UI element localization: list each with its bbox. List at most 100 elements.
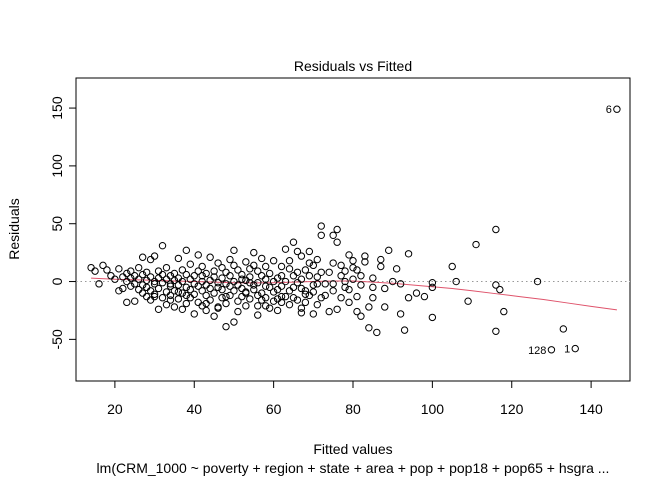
data-point [254, 302, 262, 310]
data-point [234, 307, 242, 316]
data-point [261, 262, 270, 271]
data-point [385, 246, 393, 255]
data-point [273, 295, 282, 303]
data-point [123, 298, 131, 307]
data-point [170, 303, 179, 311]
data-point [305, 272, 314, 280]
data-point [369, 283, 377, 292]
data-point [230, 277, 238, 286]
data-point [269, 288, 278, 296]
data-point [150, 292, 159, 301]
y-axis-label: Residuals [6, 198, 22, 259]
data-point [297, 309, 306, 317]
data-point [571, 344, 579, 353]
data-point [170, 287, 179, 295]
data-point [297, 304, 306, 312]
data-point [396, 310, 405, 318]
data-point [162, 300, 171, 309]
data-point [337, 294, 345, 302]
data-point [254, 291, 262, 300]
data-point [230, 287, 238, 295]
data-point [297, 252, 306, 260]
data-point [198, 287, 206, 295]
data-point [198, 302, 206, 310]
data-point [138, 281, 147, 289]
data-point [127, 282, 135, 290]
data-point [166, 282, 175, 290]
data-point [258, 254, 266, 263]
data-point [166, 280, 175, 288]
data-point [293, 247, 302, 256]
data-point [381, 303, 389, 311]
data-point [349, 257, 357, 265]
data-point [281, 277, 290, 286]
data-point [178, 305, 187, 313]
data-point [337, 272, 345, 280]
data-point [146, 296, 155, 304]
data-point [301, 290, 310, 298]
data-point [198, 262, 206, 271]
x-axis: 20 40 60 80 100 120 140 [107, 380, 603, 417]
data-point [222, 299, 230, 308]
data-point [202, 281, 210, 289]
data-point [226, 282, 234, 290]
x-tick-label: 80 [345, 401, 361, 417]
data-point [273, 285, 282, 294]
data-point [269, 297, 278, 305]
data-point [119, 273, 127, 281]
data-point [186, 285, 194, 294]
data-point [313, 255, 321, 264]
data-point [218, 263, 226, 272]
data-point [369, 294, 377, 302]
data-point [325, 268, 333, 276]
data-point [277, 292, 286, 301]
data-point [325, 307, 333, 316]
data-point [107, 272, 115, 280]
data-point [242, 258, 250, 266]
outlier-label: 128 [528, 345, 546, 357]
data-point [142, 276, 151, 285]
data-point [365, 324, 373, 332]
data-point [353, 266, 361, 274]
data-point [158, 270, 167, 279]
data-point [238, 275, 246, 283]
data-point [222, 268, 230, 276]
data-point [265, 283, 274, 292]
data-point [87, 263, 95, 272]
data-point [138, 270, 147, 279]
data-point [285, 257, 294, 265]
outlier-label: 6 [606, 104, 612, 116]
data-point [234, 266, 242, 274]
x-tick-label: 100 [421, 401, 445, 417]
data-point [178, 289, 187, 297]
y-tick-label: 0 [49, 277, 65, 285]
data-point [242, 289, 250, 297]
data-point [190, 280, 198, 288]
data-point [142, 292, 151, 301]
data-point [381, 284, 389, 293]
data-point [230, 261, 238, 270]
data-point [242, 276, 250, 285]
data-point [210, 267, 218, 275]
data-point [222, 322, 230, 331]
data-point [345, 251, 353, 259]
data-point [333, 225, 341, 234]
data-point [277, 282, 286, 290]
data-point [559, 325, 568, 333]
data-point [533, 277, 542, 286]
data-point [492, 225, 500, 234]
data-point [186, 260, 194, 268]
data-point [428, 313, 437, 322]
data-point [131, 297, 139, 305]
data-point [357, 281, 365, 289]
x-tick-label: 140 [579, 401, 603, 417]
data-point [230, 318, 238, 326]
data-point [115, 287, 123, 295]
data-point [341, 267, 349, 275]
data-point [317, 231, 325, 239]
data-point [250, 261, 258, 270]
data-point [309, 288, 318, 296]
data-point [353, 307, 361, 316]
data-point [186, 275, 194, 283]
